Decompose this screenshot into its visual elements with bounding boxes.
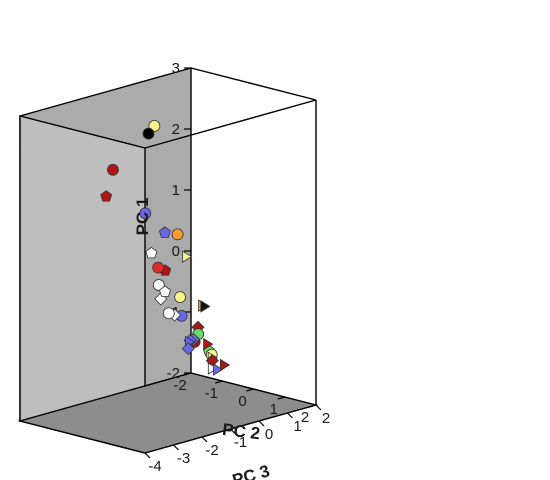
z-tick-label: -2 — [167, 365, 180, 382]
x-tick-label: 0 — [238, 393, 246, 410]
y-tick-mark — [173, 444, 179, 451]
x-tick-label: 1 — [270, 401, 278, 418]
data-point-circle — [152, 261, 165, 274]
x-tick-mark — [215, 380, 223, 384]
data-point-pentagon — [100, 190, 113, 202]
data-point-pentagon — [159, 285, 171, 297]
data-point-triangle — [200, 300, 211, 313]
x-tick-mark — [277, 396, 285, 400]
data-point-triangle — [203, 337, 214, 351]
x-tick-label: -2 — [173, 377, 186, 394]
data-point-circle — [162, 307, 175, 320]
y-tick-label: -3 — [177, 450, 190, 467]
y-axis-title: PC 3 — [230, 461, 272, 480]
y-tick-label: -2 — [205, 442, 218, 459]
z-tick-label: 0 — [172, 243, 180, 260]
box-edge — [144, 99, 317, 149]
data-point-circle — [171, 228, 184, 241]
data-points — [100, 120, 231, 376]
x-tick-mark — [308, 404, 317, 408]
data-point-triangle — [207, 362, 219, 375]
y-tick-mark — [287, 412, 293, 419]
y-tick-label: -1 — [234, 434, 247, 451]
data-point-triangle — [219, 358, 231, 372]
data-point-circle — [107, 163, 119, 176]
y-tick-mark — [144, 452, 151, 459]
plot-box — [17, 67, 319, 454]
z-tick-label: 2 — [172, 121, 180, 138]
data-point-diamond — [181, 342, 195, 356]
data-point-pentagon — [158, 226, 171, 238]
x-tick-mark — [246, 388, 254, 392]
z-tick-label: 3 — [172, 60, 180, 77]
data-point-circle — [174, 291, 187, 304]
data-point-circle — [152, 279, 165, 291]
x-tick-label: -1 — [205, 385, 218, 402]
y-tick-label: 1 — [293, 418, 301, 435]
data-point-triangle — [182, 250, 193, 263]
z-axis-title: PC 1 — [133, 198, 152, 236]
x-tick-mark — [183, 372, 192, 376]
z-tick-label: 1 — [172, 182, 180, 199]
data-point-circle — [139, 207, 152, 220]
y-tick-label: 2 — [322, 410, 330, 427]
y-tick-mark — [258, 420, 265, 427]
x-tick-label: 2 — [301, 409, 309, 426]
y-tick-mark — [315, 404, 322, 411]
data-point-triangle — [213, 363, 224, 376]
box-edge — [190, 67, 317, 101]
y-tick-mark — [201, 436, 208, 443]
x-axis-title: PC 2 — [221, 420, 261, 443]
y-tick-label: -4 — [148, 458, 161, 475]
data-point-circle — [142, 127, 155, 140]
data-point-pentagon — [145, 246, 158, 259]
y-tick-mark — [230, 428, 236, 435]
y-tick-label: 0 — [265, 426, 273, 443]
